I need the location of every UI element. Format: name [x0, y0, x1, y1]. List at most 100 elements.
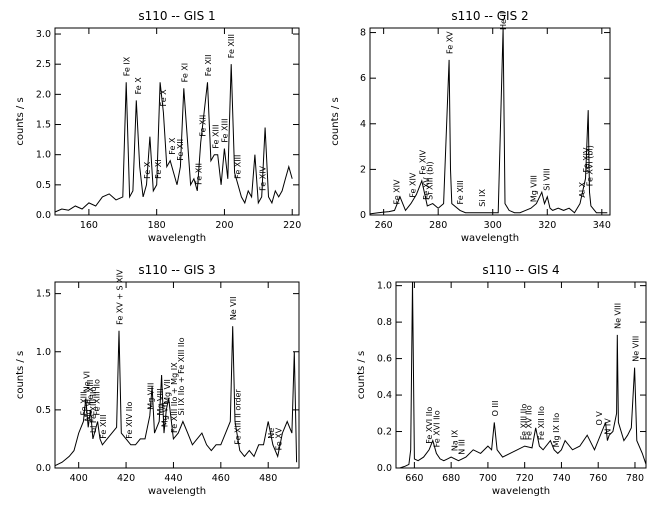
y-tick-label: 0.6 — [377, 354, 392, 365]
line-id-label: N IV — [604, 418, 613, 435]
line-id-label: Fe XIII — [456, 180, 465, 204]
line-id-label: Si XIII (bl) — [425, 161, 434, 200]
x-tick-label: 760 — [589, 473, 607, 484]
x-tick-label: 700 — [479, 473, 497, 484]
line-id-label: Fe XIV — [582, 147, 591, 172]
y-tick-label: 0.5 — [36, 405, 51, 416]
spectrum-line — [54, 326, 298, 467]
line-id-label: Fe XVI IIo — [432, 410, 441, 447]
line-id-label: Si VIII — [543, 168, 552, 190]
plot-frame — [395, 281, 647, 469]
x-tick-label: 340 — [593, 220, 611, 231]
x-tick-label: 180 — [148, 220, 166, 231]
line-id-label: Ne VI — [82, 371, 91, 392]
line-id-label: Na IX — [450, 429, 459, 451]
line-id-label: Ne VIII — [613, 303, 622, 329]
line-id-label: Fe XV — [446, 31, 455, 54]
line-id-label: Fe XIV — [393, 179, 402, 204]
line-id-label: Fe IX — [123, 56, 132, 76]
chart-title: s110 -- GIS 4 — [482, 263, 559, 277]
y-tick-label: 0.5 — [36, 180, 51, 191]
line-id-label: Fe XIII IIo + Mg IX — [170, 362, 179, 433]
line-id-label: Mg IX IIo — [552, 413, 561, 448]
line-id-label: Fe XIV — [408, 172, 417, 197]
line-id-label: Fe XVI IIo — [425, 407, 434, 444]
x-tick-label: 320 — [538, 220, 556, 231]
line-id-label: Fe X — [159, 89, 168, 107]
y-axis-label: counts / s — [15, 351, 26, 399]
y-tick-label: 0.4 — [377, 390, 392, 401]
x-axis-label: wavelength — [148, 486, 206, 497]
x-tick-label: 280 — [429, 220, 447, 231]
plot-frame — [369, 27, 611, 216]
x-tick-label: 200 — [215, 220, 233, 231]
x-axis-label: wavelength — [461, 233, 519, 244]
y-axis-label: counts / s — [356, 351, 367, 399]
line-id-label: Fe XV — [422, 177, 431, 200]
line-id-label: He II — [499, 12, 508, 30]
x-tick-label: 780 — [626, 473, 644, 484]
line-id-label: Fe X — [134, 77, 143, 95]
y-tick-label: 0.8 — [377, 317, 392, 328]
line-id-label: Fe XIII — [227, 34, 236, 58]
line-id-label: Fe XV + S XIV — [115, 269, 124, 325]
line-id-label: Fe XII — [204, 54, 213, 76]
x-tick-label: 160 — [80, 220, 98, 231]
line-id-label: Ne — [267, 428, 276, 439]
chart-title: s110 -- GIS 3 — [138, 263, 215, 277]
line-id-label: Fe XV IIo — [524, 405, 533, 440]
chart-panel-4: s110 -- GIS 4 660 680 700 720 740 760 780 0.0 0.2… — [356, 263, 647, 497]
y-tick-label: 2.0 — [36, 89, 51, 100]
x-tick-label: 400 — [70, 473, 88, 484]
y-tick-label: 2 — [360, 164, 366, 175]
line-id-label: Ne VIII — [632, 336, 641, 362]
line-id-label: Mg VII — [160, 402, 169, 427]
chart-panel-1: s110 -- GIS 1 160 180 200 220 0.0 0.5 1.0 1.5 2.0… — [15, 9, 301, 244]
line-id-label: O III — [491, 400, 500, 416]
line-id-label: Fe XIII II order — [234, 389, 243, 445]
line-id-label: Fe X — [168, 137, 177, 155]
line-id-label: Mg VIII — [147, 383, 156, 410]
x-tick-label: 680 — [442, 473, 460, 484]
y-tick-label: 1.5 — [36, 120, 51, 131]
y-tick-label: 4 — [360, 119, 366, 130]
line-id-label: Fe XIII — [99, 415, 108, 439]
plot-frame — [54, 281, 300, 469]
x-tick-label: 260 — [375, 220, 393, 231]
y-tick-label: 0.0 — [36, 463, 51, 474]
spectrum-line — [369, 27, 608, 215]
line-id-label: Fe XIV — [259, 165, 268, 190]
line-id-label: Mg VIII — [530, 175, 539, 202]
x-tick-label: 720 — [516, 473, 534, 484]
x-tick-label: 440 — [164, 473, 182, 484]
spectrum-line — [54, 64, 293, 213]
line-id-label: Fe XI — [154, 159, 163, 178]
y-tick-label: 0.2 — [377, 427, 392, 438]
line-id-label: Mg VI — [84, 399, 93, 421]
y-tick-label: 1.0 — [36, 347, 51, 358]
x-tick-label: 660 — [405, 473, 423, 484]
chart-title: s110 -- GIS 1 — [138, 9, 215, 23]
x-axis-label: wavelength — [148, 233, 206, 244]
x-axis-label: wavelength — [492, 486, 550, 497]
plot-frame — [54, 27, 300, 216]
x-tick-label: 460 — [212, 473, 230, 484]
line-id-label: Fe XII — [195, 163, 204, 185]
line-id-label: Mg VIII — [156, 388, 165, 415]
y-tick-label: 0 — [360, 210, 366, 221]
chart-title: s110 -- GIS 2 — [451, 9, 528, 23]
y-tick-label: 0.0 — [36, 210, 51, 221]
line-id-label: Fe XII — [176, 139, 185, 161]
y-tick-label: 6 — [360, 73, 366, 84]
line-id-label: Al X — [578, 181, 587, 197]
line-id-label: Fe XVI (bl) — [585, 145, 594, 186]
line-id-label: Fe XIII — [80, 391, 89, 415]
line-id-label: Fe XI — [180, 63, 189, 82]
y-tick-label: 2.5 — [36, 59, 51, 70]
line-id-label: Mg VII — [163, 379, 172, 404]
x-tick-label: 740 — [552, 473, 570, 484]
line-id-label: Si IX — [478, 189, 487, 207]
line-id-label: bl Fe XIII IIo — [89, 387, 98, 433]
y-tick-label: 3.0 — [36, 29, 51, 40]
x-tick-label: 420 — [117, 473, 135, 484]
